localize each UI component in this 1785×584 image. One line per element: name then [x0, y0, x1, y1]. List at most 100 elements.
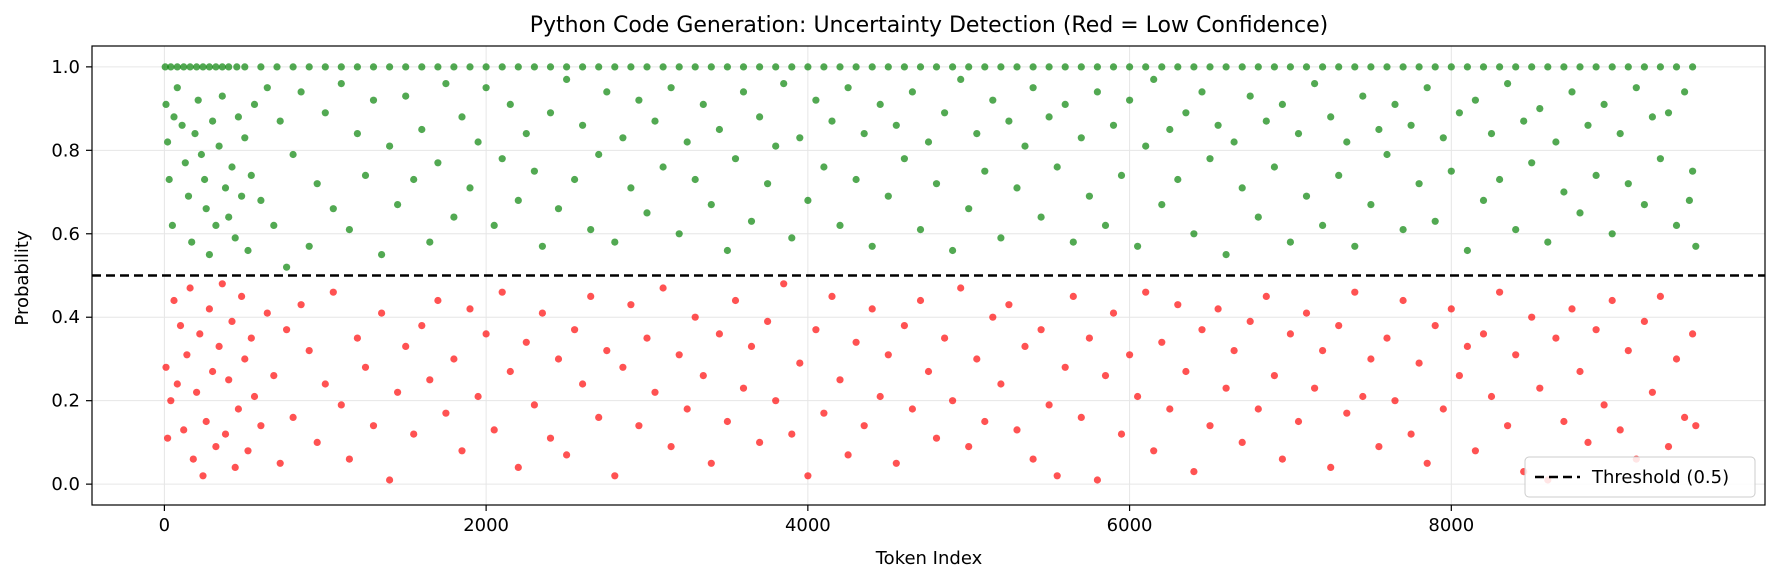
high-confidence-point — [1616, 130, 1624, 138]
low-confidence-point — [1101, 372, 1110, 380]
legend-label-threshold: Threshold (0.5) — [1591, 467, 1729, 488]
high-confidence-point — [1174, 63, 1182, 71]
high-confidence-point — [989, 96, 997, 104]
high-confidence-point — [1077, 134, 1085, 142]
high-confidence-point — [1471, 96, 1479, 104]
high-confidence-point — [273, 63, 281, 71]
high-confidence-point — [1294, 130, 1303, 138]
high-confidence-point — [1061, 100, 1069, 108]
high-confidence-point — [530, 63, 539, 71]
high-confidence-point — [1600, 100, 1608, 108]
high-confidence-point — [1399, 63, 1407, 71]
high-confidence-point — [434, 63, 442, 71]
low-confidence-point — [756, 438, 764, 446]
low-confidence-point — [1568, 305, 1576, 313]
low-confidence-point — [1496, 288, 1504, 296]
high-confidence-point — [1222, 251, 1230, 259]
high-confidence-point — [402, 63, 410, 71]
high-confidence-point — [1656, 63, 1664, 71]
high-confidence-point — [1512, 226, 1520, 234]
high-confidence-point — [772, 142, 780, 150]
low-confidence-point — [1262, 292, 1270, 300]
high-confidence-point — [180, 63, 188, 71]
high-confidence-point — [321, 63, 329, 71]
high-confidence-point — [772, 63, 780, 71]
high-confidence-point — [619, 134, 627, 142]
high-confidence-point — [1568, 88, 1576, 96]
high-confidence-point — [1415, 63, 1423, 71]
high-confidence-point — [1319, 221, 1327, 229]
low-confidence-point — [1319, 347, 1327, 355]
low-confidence-point — [1439, 405, 1447, 413]
high-confidence-point — [892, 121, 900, 129]
low-confidence-point — [276, 459, 284, 467]
high-confidence-point — [1496, 63, 1504, 71]
high-confidence-point — [257, 63, 265, 71]
high-confidence-point — [1463, 63, 1471, 71]
high-confidence-point — [1093, 88, 1101, 96]
low-confidence-point — [1681, 413, 1689, 421]
low-confidence-point — [1415, 359, 1423, 367]
high-confidence-point — [1504, 80, 1512, 88]
low-confidence-point — [957, 284, 965, 292]
low-confidence-point — [442, 409, 450, 417]
high-confidence-point — [675, 230, 683, 238]
low-confidence-point — [1367, 355, 1375, 363]
low-confidence-point — [1656, 292, 1664, 300]
low-confidence-point — [1109, 309, 1118, 317]
high-confidence-point — [1479, 63, 1488, 71]
high-confidence-point — [546, 63, 555, 71]
high-confidence-point — [1270, 163, 1278, 171]
high-confidence-point — [731, 155, 740, 163]
x-tick-label: 2000 — [463, 515, 509, 536]
high-confidence-point — [844, 84, 852, 92]
low-confidence-point — [1600, 401, 1608, 409]
high-confidence-point — [1061, 63, 1069, 71]
y-tick-label: 0.0 — [51, 474, 80, 495]
low-confidence-point — [1536, 384, 1544, 392]
high-confidence-point — [386, 63, 394, 71]
low-confidence-point — [1471, 447, 1479, 455]
high-confidence-point — [283, 263, 291, 271]
low-confidence-point — [932, 434, 941, 442]
low-confidence-point — [563, 451, 571, 459]
low-confidence-point — [337, 401, 345, 409]
high-confidence-point — [587, 226, 595, 234]
low-confidence-point — [675, 351, 683, 359]
low-confidence-point — [183, 351, 191, 359]
low-confidence-point — [908, 405, 917, 413]
low-confidence-point — [514, 463, 522, 471]
high-confidence-point — [321, 109, 329, 117]
high-confidence-point — [201, 175, 209, 184]
low-confidence-point — [812, 326, 820, 334]
low-confidence-point — [450, 355, 458, 363]
low-confidence-point — [490, 426, 498, 434]
high-confidence-point — [1367, 201, 1375, 209]
low-confidence-point — [1512, 351, 1520, 359]
high-confidence-point — [1117, 171, 1126, 179]
x-tick-label: 0 — [159, 515, 170, 536]
high-confidence-point — [1013, 184, 1021, 192]
high-confidence-point — [369, 96, 378, 104]
low-confidence-point — [844, 451, 852, 459]
low-confidence-point — [1608, 296, 1616, 305]
high-confidence-point — [941, 109, 949, 117]
low-confidence-point — [1085, 334, 1093, 342]
high-confidence-point — [297, 88, 305, 96]
high-confidence-point — [852, 175, 860, 184]
high-confidence-point — [186, 63, 194, 71]
high-confidence-point — [965, 63, 973, 71]
high-confidence-point — [611, 238, 619, 246]
high-confidence-point — [804, 63, 812, 71]
low-confidence-point — [884, 351, 892, 359]
high-confidence-point — [949, 246, 957, 255]
legend-box — [1524, 456, 1756, 498]
low-confidence-point — [196, 330, 204, 338]
low-confidence-point — [924, 367, 933, 376]
high-confidence-point — [161, 63, 169, 71]
high-confidence-point — [173, 63, 181, 71]
high-confidence-point — [788, 63, 796, 71]
high-confidence-point — [225, 63, 233, 71]
high-confidence-point — [329, 205, 337, 213]
